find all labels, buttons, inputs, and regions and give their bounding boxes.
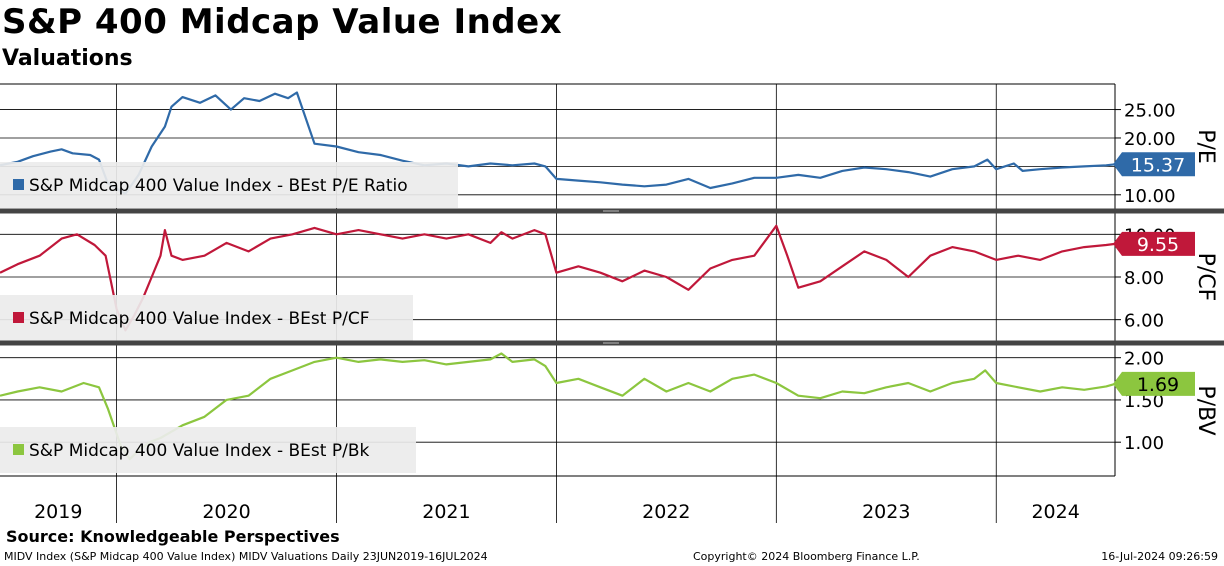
badge-shape <box>1113 371 1195 396</box>
series-line <box>0 91 1116 195</box>
last-value-badge: 9.55 <box>1113 231 1195 256</box>
y-tick-label: 2.00 <box>1124 349 1164 370</box>
last-value-badge: 1.69 <box>1113 371 1195 396</box>
badge-value: 15.37 <box>1131 154 1185 176</box>
badge-value: 1.69 <box>1137 374 1179 396</box>
x-tick-label: 2022 <box>642 501 690 523</box>
y-tick-label: 1.50 <box>1124 391 1164 412</box>
panel-2: 6.008.0010.00S&P Midcap 400 Value Index … <box>0 213 1218 341</box>
panel-3: 1.00 1.50 2.00 S&P Midcap 400 Value Index -… <box>0 345 1218 476</box>
legend-label: S&P Midcap 400 Value Index - BEst P/E Ra… <box>29 176 408 196</box>
y-tick-label: 20.00 <box>1124 129 1176 150</box>
badge-value: 9.55 <box>1137 234 1179 256</box>
legend-swatch <box>13 444 24 455</box>
y-tick-label: 25.00 <box>1124 101 1176 122</box>
chart-subtitle: Valuations <box>2 46 133 71</box>
panel-axis-title: P/E <box>1193 129 1218 164</box>
y-tick-label: 1.00 <box>1124 433 1164 454</box>
panel-axis-title: P/CF <box>1193 253 1218 302</box>
badge-shape <box>1113 231 1195 256</box>
x-tick-label: 2019 <box>34 501 82 523</box>
panel-axis-title: P/BV <box>1193 385 1218 435</box>
x-tick-label: 2024 <box>1031 501 1079 523</box>
footer-description: MIDV Index (S&P Midcap 400 Value Index) … <box>4 550 488 563</box>
badge-shape <box>1113 152 1195 177</box>
series-line <box>0 224 1116 332</box>
y-tick-label: 8.00 <box>1124 268 1164 289</box>
legend-box <box>0 295 413 341</box>
legend-label: S&P Midcap 400 Value Index - BEst P/Bk <box>29 441 369 461</box>
legend-box <box>0 427 416 473</box>
source-note: Source: Knowledgeable Perspectives <box>6 527 340 546</box>
footer-copyright: Copyright© 2024 Bloomberg Finance L.P. <box>693 550 920 563</box>
legend-label: S&P Midcap 400 Value Index - BEst P/CF <box>29 309 369 329</box>
x-tick-label: 2021 <box>422 501 470 523</box>
legend-box <box>0 162 458 208</box>
last-value-badge: 15.37 <box>1113 152 1195 177</box>
y-tick-label: 10.00 <box>1124 186 1176 207</box>
x-tick-label: 2020 <box>202 501 250 523</box>
x-tick-label: 2023 <box>862 501 910 523</box>
footer-timestamp: 16-Jul-2024 09:26:59 <box>1101 550 1218 563</box>
chart-title: S&P 400 Midcap Value Index <box>2 2 563 42</box>
panel-1: 10.00 20.00 25.00 S&P Midcap 400 Value Inde… <box>0 84 1218 209</box>
y-tick-label: 6.00 <box>1124 311 1164 332</box>
legend-swatch <box>13 312 24 323</box>
legend-swatch <box>13 179 24 190</box>
